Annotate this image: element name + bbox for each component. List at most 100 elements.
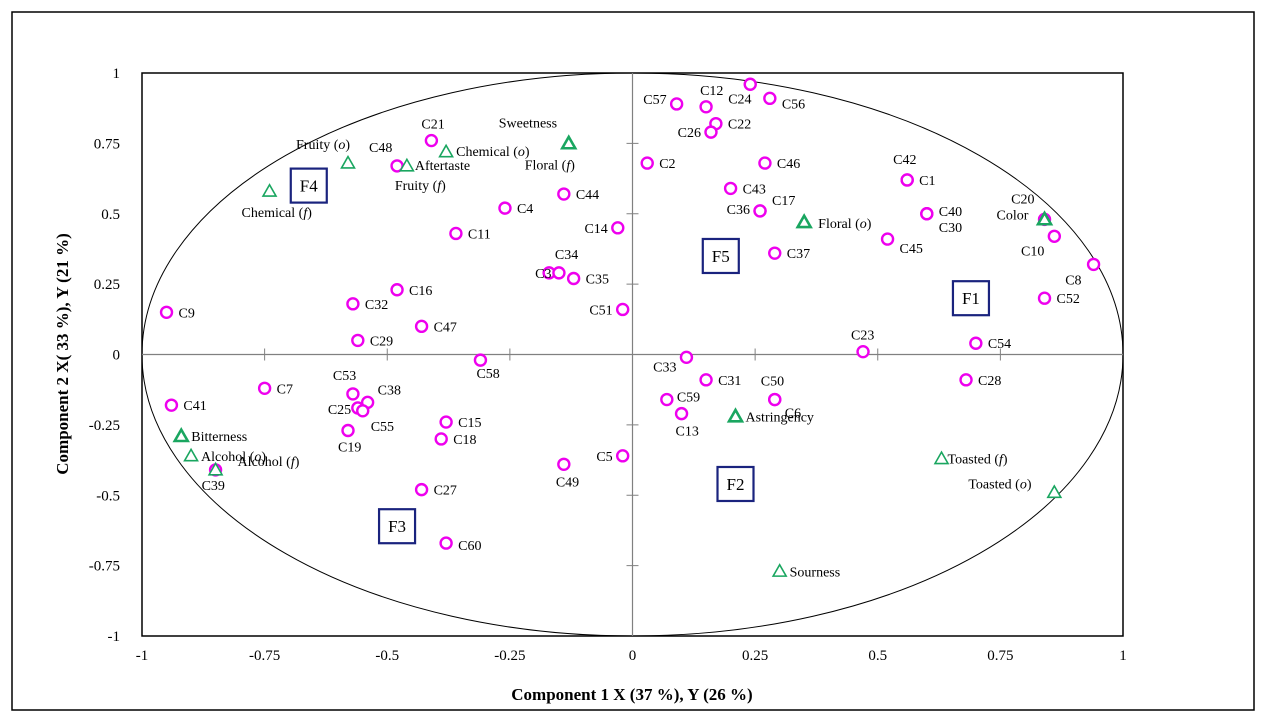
factor-label-f4: F4: [300, 177, 318, 196]
y-point-label: Fruity (f): [395, 179, 446, 194]
y-point-label: Chemical (f): [242, 206, 313, 221]
x-point-c55: [356, 404, 370, 418]
factor-box-f2: [716, 465, 755, 503]
x-point-c35: [566, 271, 581, 286]
y-tick-label: 0.75: [94, 136, 120, 152]
x-point-label: C13: [676, 425, 699, 440]
x-point-label: C60: [458, 539, 481, 554]
x-point-c12: [699, 100, 713, 114]
x-point-label: C14: [584, 222, 607, 237]
x-point-c56: [763, 91, 777, 106]
y-point-color: [1035, 210, 1054, 226]
x-point-c27: [414, 482, 429, 497]
x-point-label: C40: [939, 205, 962, 220]
y-point-label: Alcohol (f): [238, 455, 300, 470]
x-point-label: C5: [596, 450, 612, 465]
x-point-label: C21: [421, 118, 444, 133]
y-point-astringency: [726, 407, 745, 423]
x-point-label: C49: [556, 475, 579, 490]
y-axis-title: Component 2 X( 33 %), Y (21 %): [53, 233, 72, 474]
y-point-label: Fruity (o): [296, 138, 350, 153]
x-point-label: C22: [728, 118, 751, 133]
y-tick-label: 0: [113, 348, 121, 364]
x-point-label: C37: [787, 247, 810, 262]
x-point-label: C36: [727, 203, 750, 218]
y-point-label: Alcohol (o): [201, 450, 266, 465]
y-point-label: Sourness: [790, 565, 841, 580]
x-point-label: C57: [643, 93, 666, 108]
x-point-label: C19: [338, 441, 361, 456]
y-tick-label: -0.25: [89, 418, 120, 434]
x-axis-title: Component 1 X (37 %), Y (26 %): [511, 685, 752, 704]
x-point-c50: [768, 392, 782, 407]
x-point-label: C16: [409, 284, 432, 299]
factor-box-f4: [289, 167, 328, 204]
x-tick-label: -1: [136, 648, 149, 664]
y-point-chemical-f: [261, 183, 278, 197]
y-point-alcohol-o: [183, 447, 199, 462]
x-point-c15: [439, 415, 453, 429]
factor-label-f5: F5: [712, 247, 730, 266]
x-point-label: C35: [586, 272, 609, 287]
y-point-alcohol-f: [207, 461, 224, 476]
x-point-c47: [414, 319, 429, 334]
x-point-c13: [674, 406, 689, 421]
x-point-c43: [723, 181, 738, 196]
x-point-c53: [346, 387, 360, 401]
y-point-sweetness: [559, 134, 578, 150]
x-point-c41: [164, 398, 179, 412]
x-point-c37: [768, 246, 782, 260]
x-point-label: C27: [434, 484, 457, 499]
x-point-label: C54: [988, 337, 1011, 352]
x-point-label: C12: [700, 84, 723, 99]
x-point-label: C39: [202, 479, 225, 494]
factor-box-f1: [951, 280, 991, 317]
y-point-label: Chemical (o): [456, 145, 530, 160]
x-point-c59: [660, 392, 674, 407]
y-point-label: Sweetness: [499, 116, 557, 131]
x-tick-label: 0.75: [987, 648, 1013, 664]
x-point-c46: [758, 156, 772, 170]
y-point-label: Toasted (f): [948, 453, 1008, 468]
x-tick-label: -0.5: [375, 648, 399, 664]
y-point-label: Aftertaste: [415, 159, 470, 174]
y-point-label: Floral (f): [525, 158, 576, 173]
x-point-label: C20: [1011, 192, 1034, 207]
x-point-c28: [959, 373, 973, 387]
x-point-label: C1: [919, 174, 935, 189]
x-point-label: C34: [555, 248, 578, 263]
x-point-label: C43: [743, 182, 766, 197]
y-point-fruity-o: [340, 154, 356, 169]
x-point-c11: [449, 226, 463, 241]
y-tick-label: -0.5: [96, 488, 120, 504]
x-point-c60: [439, 536, 453, 550]
y-tick-label: -0.75: [89, 559, 120, 575]
x-point-c33: [679, 350, 694, 365]
x-point-label: C45: [900, 242, 923, 257]
y-point-aftertaste: [398, 157, 415, 172]
y-tick-label: 1: [113, 66, 121, 82]
x-point-label: C18: [453, 433, 476, 448]
x-point-c23: [856, 344, 870, 359]
x-point-label: C33: [653, 360, 676, 375]
y-tick-label: -1: [108, 629, 121, 645]
x-point-label: C31: [718, 374, 741, 389]
x-point-label: C9: [179, 306, 195, 321]
x-point-c18: [434, 432, 448, 446]
y-point-floral-o: [795, 213, 813, 229]
x-point-c8: [1086, 257, 1101, 272]
x-point-label: C59: [677, 391, 700, 406]
x-tick-label: 1: [1119, 648, 1127, 664]
x-point-c14: [611, 221, 625, 235]
x-point-label: C28: [978, 374, 1001, 389]
x-point-c24: [743, 77, 757, 91]
x-point-label: C10: [1021, 244, 1044, 259]
y-point-label: Bitterness: [191, 430, 247, 445]
x-point-label: C51: [589, 303, 612, 318]
x-point-c29: [351, 333, 365, 348]
x-point-c19: [341, 423, 355, 438]
factor-label-f1: F1: [962, 289, 980, 308]
x-point-label: C2: [659, 157, 675, 172]
